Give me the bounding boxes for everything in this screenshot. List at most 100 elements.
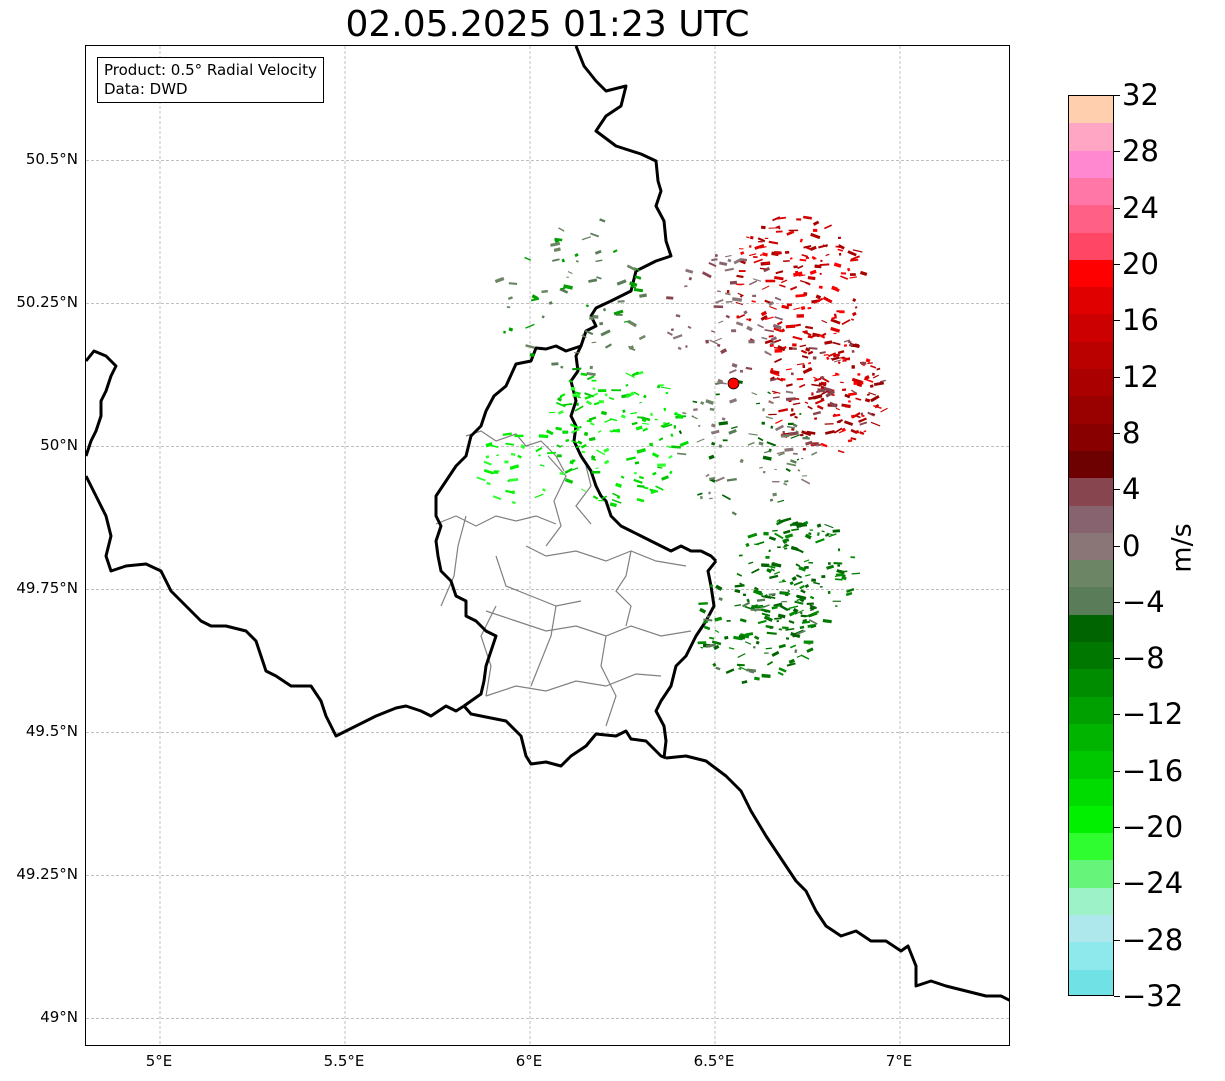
canton-border (545, 455, 567, 547)
velocity-echo (856, 382, 863, 388)
velocity-echo (795, 563, 801, 568)
velocity-echo (625, 456, 636, 461)
velocity-echo (729, 398, 738, 404)
velocity-echo (803, 292, 808, 296)
velocity-echo (798, 274, 806, 277)
velocity-echo (838, 420, 841, 424)
velocity-echo (692, 400, 698, 404)
velocity-echo (779, 604, 789, 612)
velocity-echo (641, 422, 650, 425)
velocity-echo (824, 340, 833, 345)
velocity-echo (541, 315, 545, 319)
velocity-echo (677, 452, 687, 456)
velocity-echo (791, 427, 795, 431)
velocity-echo (725, 292, 731, 296)
velocity-echo (591, 341, 597, 344)
velocity-echo (768, 413, 777, 416)
velocity-echo (756, 402, 761, 405)
velocity-echo (589, 365, 593, 370)
velocity-echo (710, 423, 716, 428)
velocity-echo (634, 461, 640, 465)
velocity-echo (565, 438, 570, 443)
velocity-echo (778, 452, 785, 457)
velocity-echo (871, 412, 876, 416)
colorbar-segment (1069, 478, 1113, 507)
velocity-echo (757, 619, 767, 625)
velocity-echo (781, 517, 792, 523)
velocity-echo (774, 348, 783, 353)
velocity-echo (672, 334, 683, 340)
velocity-echo (867, 362, 873, 365)
velocity-echo (609, 430, 614, 432)
velocity-echo (833, 427, 843, 434)
velocity-echo (773, 571, 781, 575)
velocity-echo (709, 339, 718, 345)
map-area[interactable] (85, 45, 1010, 1046)
velocity-echo (585, 400, 593, 406)
velocity-echo (629, 281, 638, 288)
velocity-echo (802, 618, 808, 623)
velocity-echo (832, 529, 841, 533)
velocity-echo (539, 464, 545, 467)
velocity-echo (804, 533, 812, 540)
velocity-echo (571, 440, 578, 444)
colorbar-segment (1069, 915, 1113, 943)
velocity-echo (691, 415, 694, 418)
velocity-echo (718, 320, 724, 324)
velocity-echo (794, 649, 798, 654)
velocity-echo (783, 260, 790, 262)
velocity-echo (794, 415, 798, 419)
velocity-echo (550, 241, 561, 247)
velocity-echo (595, 467, 599, 470)
velocity-echo (663, 407, 667, 411)
velocity-echo (777, 671, 784, 676)
velocity-echo (581, 450, 586, 454)
velocity-echo (657, 466, 663, 469)
velocity-echo (829, 401, 838, 408)
velocity-echo (801, 355, 809, 359)
x-tick-label: 5°E (145, 1052, 173, 1070)
velocity-echo (638, 475, 644, 480)
velocity-echo (790, 459, 797, 464)
velocity-echo (731, 425, 738, 430)
velocity-echo (786, 303, 792, 307)
velocity-echo (859, 431, 865, 436)
velocity-echo (671, 328, 674, 331)
velocity-echo (819, 351, 826, 355)
velocity-echo (874, 405, 879, 409)
velocity-echo (801, 475, 808, 477)
velocity-echo (592, 495, 599, 500)
velocity-echo (837, 350, 845, 355)
velocity-echo (758, 441, 764, 446)
velocity-echo (508, 282, 518, 286)
velocity-echo (809, 607, 817, 612)
velocity-echo (611, 499, 622, 504)
velocity-echo (552, 258, 560, 262)
velocity-echo (504, 460, 509, 464)
velocity-echo (732, 297, 743, 302)
canton-border (600, 635, 617, 727)
velocity-echo (788, 431, 799, 436)
velocity-echo (715, 393, 720, 396)
velocity-echo (493, 470, 499, 474)
velocity-echo (765, 279, 776, 283)
velocity-echo (740, 251, 745, 255)
velocity-echo (834, 578, 843, 581)
velocity-echo (776, 216, 787, 220)
velocity-echo (774, 276, 784, 281)
velocity-echo (833, 562, 843, 565)
velocity-echo (775, 419, 783, 424)
colorbar-tick-label: −32 (1122, 979, 1184, 1013)
velocity-echo (796, 655, 802, 658)
velocity-echo (784, 250, 790, 254)
admin-borders (435, 430, 692, 727)
velocity-echo (792, 607, 799, 613)
velocity-echo (773, 602, 783, 607)
velocity-echo (571, 428, 580, 434)
velocity-echo (786, 462, 797, 467)
velocity-echo (802, 367, 813, 375)
velocity-echo (778, 408, 789, 413)
velocity-echo (795, 293, 806, 298)
velocity-echo (792, 423, 798, 428)
velocity-echo (555, 401, 566, 408)
